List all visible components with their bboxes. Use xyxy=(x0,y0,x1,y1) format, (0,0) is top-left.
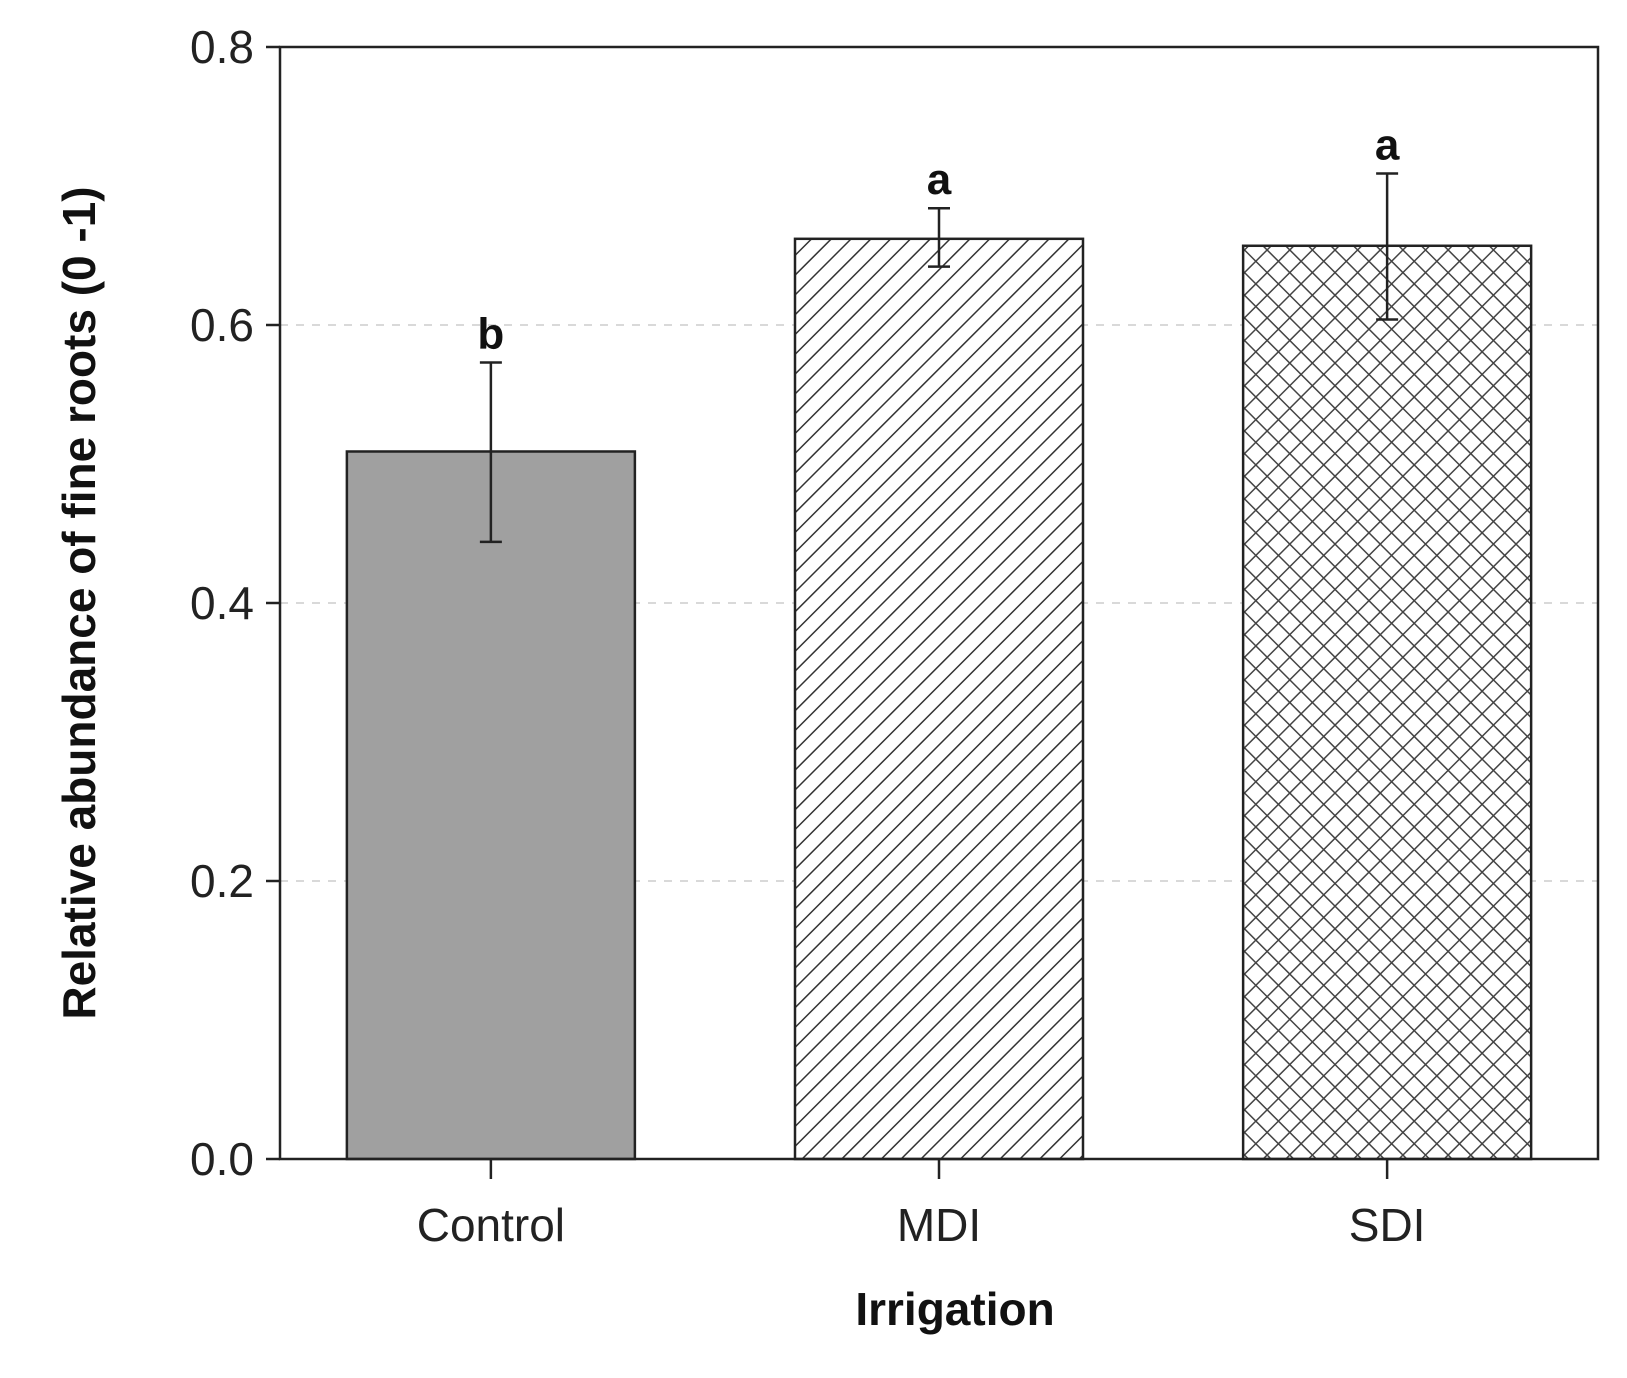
y-tick-label: 0.2 xyxy=(190,855,254,907)
significance-letter: b xyxy=(477,310,504,359)
y-axis-label: Relative abundance of fine roots (0 -1) xyxy=(53,186,105,1019)
y-tick-label: 0.4 xyxy=(190,577,254,629)
x-tick-label: SDI xyxy=(1349,1199,1426,1251)
x-axis-label: Irrigation xyxy=(855,1283,1054,1335)
y-tick-label: 0.6 xyxy=(190,299,254,351)
x-tick-label: Control xyxy=(417,1199,565,1251)
bar-sdi xyxy=(1241,244,1533,1161)
x-tick-label: MDI xyxy=(897,1199,981,1251)
bar-control xyxy=(345,450,637,1161)
significance-letter: a xyxy=(927,155,952,204)
bar-mdi xyxy=(793,237,1085,1161)
y-tick-label: 0.0 xyxy=(190,1133,254,1185)
y-tick-label: 0.8 xyxy=(190,21,254,73)
significance-letter: a xyxy=(1375,120,1400,169)
